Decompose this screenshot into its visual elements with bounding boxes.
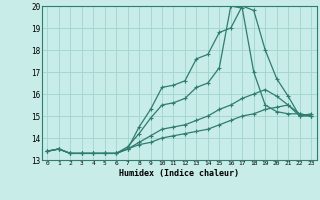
X-axis label: Humidex (Indice chaleur): Humidex (Indice chaleur)	[119, 169, 239, 178]
